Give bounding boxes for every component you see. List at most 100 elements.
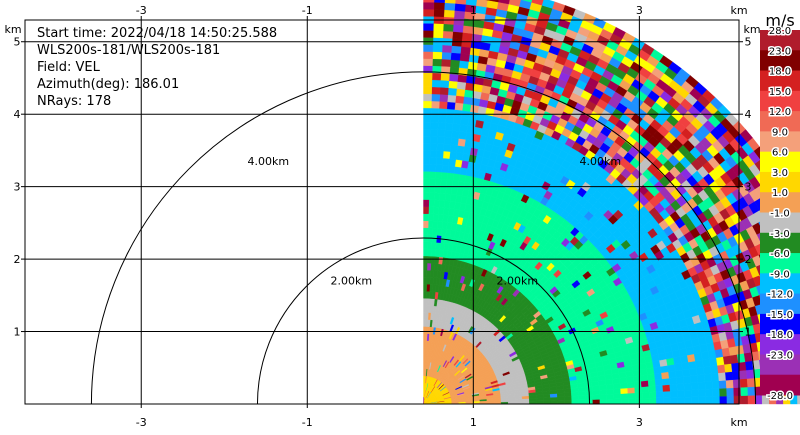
field-cell bbox=[423, 8, 435, 17]
field-cell bbox=[724, 363, 733, 373]
field-cell bbox=[550, 400, 558, 405]
field-cell bbox=[676, 390, 685, 398]
field-cell bbox=[662, 390, 671, 398]
field-cell bbox=[668, 377, 678, 385]
field-cell bbox=[426, 269, 431, 278]
field-cell bbox=[432, 213, 439, 222]
colorbar-swatch bbox=[760, 334, 800, 355]
field-cell bbox=[443, 136, 452, 145]
field-cell bbox=[423, 298, 427, 306]
colorbar-level-label: 12.0 bbox=[769, 107, 791, 118]
field-cell bbox=[423, 262, 428, 271]
field-cell bbox=[459, 124, 468, 133]
field-cell bbox=[460, 39, 472, 48]
field-cell bbox=[451, 130, 460, 139]
field-cell bbox=[688, 360, 697, 370]
field-cell bbox=[425, 326, 428, 334]
field-cell bbox=[663, 397, 671, 405]
field-cell bbox=[423, 51, 433, 59]
colorbar-level-label: 18.0 bbox=[769, 67, 791, 78]
field-cell bbox=[449, 151, 457, 160]
field-cell bbox=[633, 380, 642, 388]
field-cell bbox=[428, 199, 435, 208]
colorbar-level-label: -6.0 bbox=[770, 249, 790, 260]
field-cell bbox=[423, 178, 430, 186]
field-cell bbox=[661, 377, 670, 386]
field-cell bbox=[427, 248, 432, 257]
field-cell bbox=[564, 399, 572, 405]
field-cell bbox=[447, 94, 457, 103]
field-cell bbox=[455, 88, 466, 97]
field-cell bbox=[423, 192, 430, 200]
field-cell bbox=[747, 395, 756, 405]
field-cell bbox=[423, 149, 431, 158]
field-cell bbox=[453, 10, 466, 19]
colorbar-level-label: 6.0 bbox=[772, 148, 788, 159]
field-cell bbox=[454, 3, 466, 12]
colorbar-swatch bbox=[760, 111, 800, 132]
field-cell bbox=[606, 393, 615, 400]
field-cell bbox=[443, 207, 450, 216]
field-cell bbox=[423, 199, 430, 207]
field-cell bbox=[423, 37, 434, 45]
field-cell bbox=[433, 9, 445, 18]
field-cell bbox=[423, 241, 429, 250]
field-cell bbox=[662, 384, 671, 392]
field-cell bbox=[683, 382, 692, 391]
field-cell bbox=[464, 139, 473, 148]
field-cell bbox=[543, 397, 551, 402]
field-cell bbox=[521, 0, 533, 3]
nrays-label: NRays: 178 bbox=[37, 94, 112, 109]
start-time-label: Start time: 2022/04/18 14:50:25.588 bbox=[37, 26, 278, 41]
field-cell bbox=[429, 269, 435, 278]
field-cell bbox=[442, 30, 454, 39]
field-cell bbox=[438, 115, 447, 124]
field-cell bbox=[423, 213, 429, 222]
field-cell bbox=[443, 200, 451, 209]
field-cell bbox=[578, 391, 586, 397]
field-cell bbox=[425, 298, 430, 306]
colorbar-swatch bbox=[760, 293, 800, 315]
velocity-field bbox=[423, 0, 800, 405]
field-cell bbox=[461, 153, 471, 162]
field-cell bbox=[430, 128, 439, 137]
field-cell bbox=[442, 150, 451, 159]
grid-lines bbox=[25, 20, 739, 404]
field-cell bbox=[460, 117, 470, 126]
field-cell bbox=[725, 371, 734, 381]
field-cell bbox=[423, 361, 425, 369]
field-cell bbox=[705, 388, 713, 397]
colorbar-swatch bbox=[760, 354, 800, 376]
field-cell bbox=[689, 375, 699, 384]
field-cell bbox=[442, 214, 449, 223]
field-cell bbox=[684, 396, 692, 405]
field-cell bbox=[426, 283, 431, 292]
field-cell bbox=[634, 398, 643, 405]
field-cell bbox=[599, 394, 608, 400]
field-cell bbox=[461, 103, 472, 112]
field-cell bbox=[550, 396, 558, 401]
field-cell bbox=[726, 395, 735, 405]
field-cell bbox=[592, 394, 601, 400]
field-cell bbox=[423, 312, 427, 320]
field-cell bbox=[432, 227, 438, 236]
field-cell bbox=[571, 399, 580, 405]
field-cell bbox=[669, 390, 678, 398]
field-cell bbox=[733, 395, 742, 405]
field-cell bbox=[450, 137, 459, 146]
field-cell bbox=[745, 360, 754, 371]
field-cell bbox=[438, 101, 448, 110]
field-cell bbox=[449, 194, 457, 203]
x-tick-label-top: 1 bbox=[470, 4, 477, 17]
field-cell bbox=[740, 395, 749, 405]
field-cell bbox=[423, 142, 431, 151]
field-cell bbox=[649, 397, 657, 405]
field-cell bbox=[667, 364, 676, 373]
field-cell bbox=[458, 131, 467, 140]
colorbar-swatch bbox=[760, 70, 800, 92]
field-cell bbox=[445, 115, 455, 124]
field-cell bbox=[430, 114, 439, 123]
field-cell bbox=[423, 79, 433, 88]
field-cell bbox=[726, 387, 735, 397]
field-cell bbox=[446, 101, 456, 110]
